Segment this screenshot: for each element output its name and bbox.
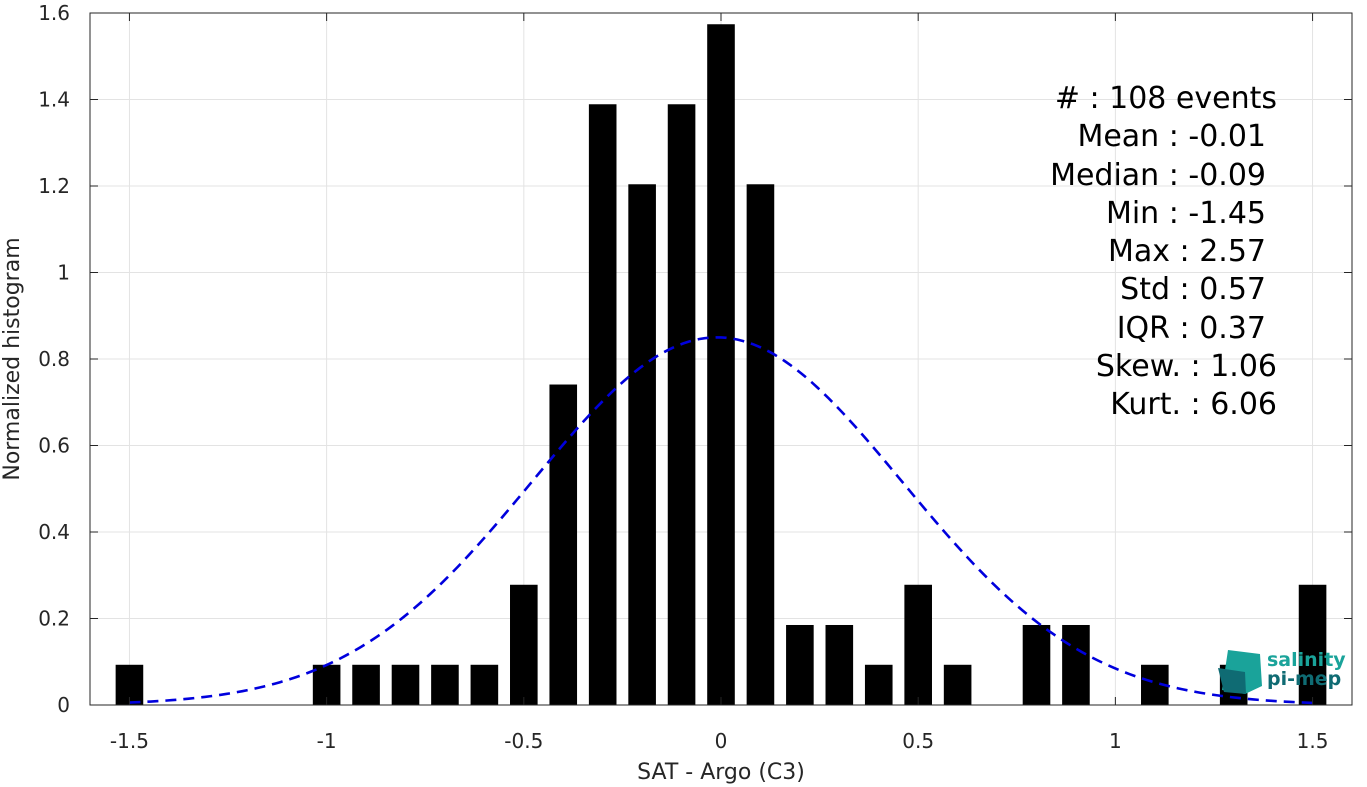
stat-mean: Mean : -0.01 <box>1077 119 1266 154</box>
x-tick-label: 1.5 <box>1297 729 1329 753</box>
histogram-bar <box>549 384 578 705</box>
histogram-bar <box>588 104 617 705</box>
histogram-bar <box>391 664 420 705</box>
x-tick-label: 0 <box>715 729 728 753</box>
gaussian-fit-curve <box>129 336 1313 705</box>
axis-ticks <box>90 12 1352 706</box>
histogram-bar <box>825 624 854 705</box>
x-tick-label: -0.5 <box>504 729 543 753</box>
stat-median: Median : -0.09 <box>1050 158 1266 193</box>
stat-skew: Skew. : 1.06 <box>1096 349 1277 384</box>
stat-iqr: IQR : 0.37 <box>1117 311 1266 346</box>
y-tick-label: 0.8 <box>38 347 70 371</box>
histogram-bar <box>352 664 380 705</box>
y-tick-label: 0.6 <box>38 434 70 458</box>
histogram-bar <box>628 184 656 705</box>
stat-events: # : 108 events <box>1055 81 1277 116</box>
histogram-bar <box>707 24 735 706</box>
x-tick-label: 1 <box>1109 729 1122 753</box>
y-tick-label: 0 <box>57 693 70 717</box>
y-tick-label: 1 <box>57 261 70 285</box>
histogram-bar <box>431 664 459 705</box>
stat-max: Max : 2.57 <box>1108 234 1266 269</box>
histogram-bar <box>667 104 696 705</box>
histogram-bar <box>1298 584 1327 705</box>
salinity-pi-mep-logo: salinity pi-mep <box>1218 649 1346 694</box>
x-axis-label: SAT - Argo (C3) <box>637 760 805 785</box>
y-tick-labels: 0 0.2 0.4 0.6 0.8 1 1.2 1.4 1.6 <box>38 1 70 717</box>
stat-std: Std : 0.57 <box>1120 272 1266 307</box>
x-tick-label: -1 <box>317 729 337 753</box>
histogram-bars <box>115 24 1327 706</box>
stat-kurt: Kurt. : 6.06 <box>1110 387 1277 422</box>
logo-text-salinity: salinity <box>1267 649 1346 671</box>
histogram-bar <box>510 584 538 705</box>
logo-text-pi-mep: pi-mep <box>1267 668 1341 690</box>
stats-annotation: # : 108 events Mean : -0.01 Median : -0.… <box>1050 81 1277 422</box>
x-tick-labels: -1.5 -1 -0.5 0 0.5 1 1.5 <box>110 729 1329 753</box>
y-tick-label: 0.2 <box>38 607 70 631</box>
histogram-bar <box>786 624 814 705</box>
histogram-bar <box>943 664 972 705</box>
y-tick-label: 1.2 <box>38 174 70 198</box>
logo-cube-shade <box>1218 668 1246 694</box>
histogram-bar <box>864 664 893 705</box>
histogram-bar <box>904 584 932 705</box>
histogram-bar <box>1062 624 1090 705</box>
stat-min: Min : -1.45 <box>1106 196 1266 231</box>
y-tick-label: 1.6 <box>38 1 70 25</box>
histogram-bar <box>746 184 775 705</box>
y-tick-label: 1.4 <box>38 88 70 112</box>
y-tick-label: 0.4 <box>38 520 70 544</box>
x-tick-label: -1.5 <box>110 729 149 753</box>
histogram-bar <box>470 664 499 705</box>
y-axis-label: Normalized histogram <box>0 237 25 480</box>
x-tick-label: 0.5 <box>902 729 934 753</box>
histogram-bar <box>1022 624 1051 705</box>
